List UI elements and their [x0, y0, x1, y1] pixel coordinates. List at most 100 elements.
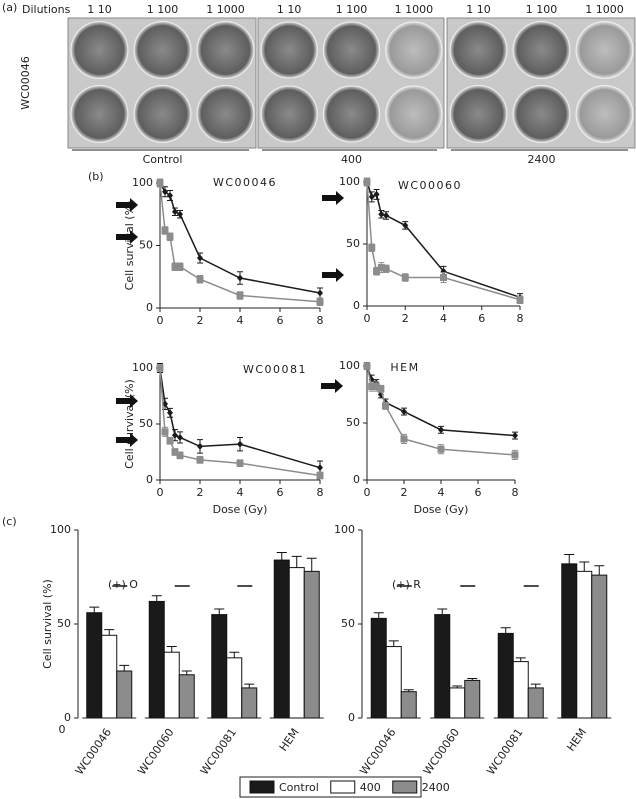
well — [196, 21, 255, 79]
point — [176, 451, 184, 459]
dilutions-label: Dilutions — [22, 3, 71, 16]
x-tick-label: 8 — [317, 486, 324, 499]
y-tick-label: 0 — [64, 711, 71, 724]
well — [575, 21, 634, 79]
y-tick-label: 50 — [341, 617, 355, 630]
bar — [434, 614, 451, 719]
well — [322, 21, 381, 79]
well — [133, 85, 192, 143]
point — [161, 227, 169, 234]
y-tick-label: 0 — [348, 711, 355, 724]
point — [197, 442, 203, 450]
dilution-label: 1 100 — [526, 3, 558, 16]
well — [575, 85, 634, 143]
x-tick-label: 2 — [401, 486, 408, 499]
y-tick-label: 100 — [339, 175, 360, 188]
bar — [178, 674, 195, 719]
x-tick-label: 0 — [364, 486, 371, 499]
error-bar — [403, 689, 414, 692]
well — [196, 85, 255, 143]
point — [236, 459, 244, 467]
point — [161, 428, 169, 436]
legend-label: 2400 — [422, 781, 450, 794]
error-bar — [530, 683, 541, 688]
error-bar — [244, 683, 255, 688]
point — [378, 210, 385, 218]
point — [401, 408, 407, 416]
x-tick-label: 2 — [402, 312, 409, 325]
bar — [576, 570, 593, 719]
point — [383, 211, 390, 219]
y-tick-label: 0 — [146, 301, 153, 314]
x-tick-label: 6 — [277, 314, 284, 327]
series-line — [366, 365, 516, 437]
x-tick-label: HEM — [277, 726, 302, 754]
legend-swatch — [330, 780, 356, 794]
error-bar — [579, 561, 590, 572]
arrow — [322, 268, 344, 282]
point — [363, 178, 371, 186]
arrow — [322, 191, 344, 205]
well — [449, 85, 508, 143]
point — [516, 296, 524, 304]
error-bar — [229, 651, 240, 658]
dilution-label: 1 1000 — [206, 3, 245, 16]
point — [166, 437, 174, 445]
x-tick-label: 0 — [157, 314, 164, 327]
bar — [591, 574, 608, 719]
well — [322, 85, 381, 143]
point — [373, 267, 381, 275]
well — [260, 85, 318, 143]
point — [316, 472, 324, 480]
y-tick-label: 100 — [339, 359, 360, 372]
error-bar — [291, 555, 302, 568]
x-tick-label: 4 — [438, 486, 445, 499]
error-bar — [437, 608, 448, 615]
point — [440, 267, 447, 275]
x-tick-label: HEM — [564, 726, 589, 754]
y-tick-label: 0 — [146, 473, 153, 486]
x-tick-label: 0 — [157, 486, 164, 499]
annotation: (+) R — [392, 578, 421, 591]
well — [70, 85, 129, 143]
bar — [561, 563, 578, 719]
y-tick-label: 100 — [132, 176, 153, 189]
group-label: Control — [143, 153, 183, 166]
panel-label: (c) — [2, 515, 17, 528]
point — [373, 190, 380, 198]
point — [177, 433, 183, 441]
bar — [464, 679, 481, 719]
error-bar — [594, 565, 605, 576]
point — [171, 263, 179, 271]
point — [368, 383, 376, 391]
error-bar — [151, 595, 162, 602]
bar — [527, 687, 544, 719]
point — [377, 385, 385, 393]
x-tick-label: WC00060 — [135, 726, 176, 777]
dilution-label: 1 100 — [336, 3, 368, 16]
y-axis-label: Cell survival (%) — [123, 379, 136, 469]
origin-label: 0 — [59, 723, 66, 736]
y-axis-label: Cell survival (%) — [123, 201, 136, 291]
point — [171, 448, 179, 456]
annotation: (+) O — [108, 578, 138, 591]
x-axis-label: Dose (Gy) — [213, 503, 268, 516]
y-axis-label: Cell survival (%) — [41, 579, 54, 669]
x-tick-label: 8 — [512, 486, 519, 499]
point — [363, 362, 371, 370]
x-tick-label: 8 — [517, 312, 524, 325]
point — [511, 451, 519, 459]
bar — [385, 646, 402, 719]
point — [196, 275, 204, 283]
point — [368, 244, 376, 252]
point — [382, 265, 390, 273]
error-bar — [564, 553, 575, 564]
bar — [86, 612, 103, 719]
well — [70, 21, 129, 79]
point — [377, 264, 385, 272]
bar — [101, 634, 118, 719]
point — [372, 383, 380, 391]
error-bar — [500, 627, 511, 634]
point — [167, 192, 173, 199]
point — [438, 426, 444, 434]
